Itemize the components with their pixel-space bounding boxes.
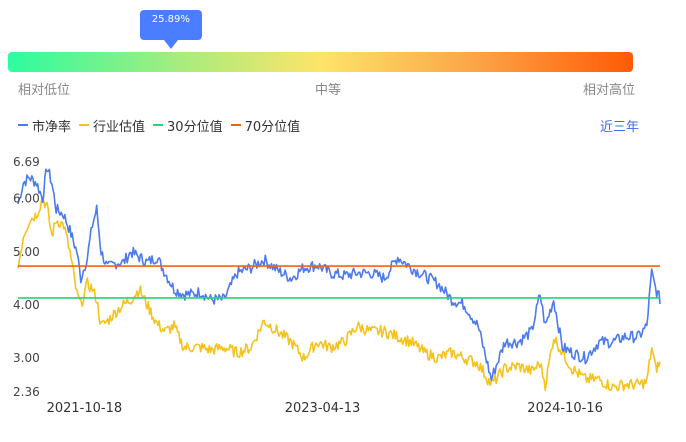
- legend-item-pb[interactable]: 市净率: [18, 116, 71, 135]
- legend-line-icon: [79, 124, 90, 126]
- y-tick-label: 3.00: [13, 351, 40, 365]
- x-tick-label: 2024-10-16: [527, 401, 603, 416]
- percentile-value: 25.89%: [151, 14, 190, 25]
- legend-label: 行业估值: [93, 119, 146, 135]
- legend-line-icon: [18, 124, 28, 126]
- percentile-gauge-bar: [8, 52, 633, 72]
- x-tick-label: 2023-04-13: [285, 401, 361, 416]
- gauge-label-low: 相对低位: [18, 83, 71, 98]
- series-line-industry: [17, 199, 661, 392]
- period-selector[interactable]: 近三年: [600, 120, 640, 135]
- legend-label: 市净率: [32, 119, 72, 135]
- y-tick-label: 6.69: [13, 155, 40, 169]
- y-tick-label: 5.00: [13, 245, 40, 259]
- x-tick-label: 2021-10-18: [47, 401, 123, 416]
- legend-item-industry[interactable]: 行业估值: [79, 116, 145, 135]
- chart-legend: 市净率 行业估值 30分位值 70分位值: [18, 115, 308, 135]
- gauge-label-high: 相对高位: [583, 83, 636, 98]
- legend-item-p70[interactable]: 70分位值: [230, 116, 301, 135]
- legend-item-p30[interactable]: 30分位值: [153, 116, 223, 135]
- percentile-tooltip: 25.89%: [139, 10, 202, 49]
- y-tick-label: 2.36: [13, 385, 40, 399]
- legend-label: 70分位值: [244, 119, 301, 135]
- legend-line-icon: [230, 124, 241, 126]
- series-line-pb: [17, 168, 661, 381]
- y-tick-label: 4.00: [13, 298, 40, 312]
- gauge-label-mid: 中等: [315, 83, 342, 98]
- y-tick-label: 6.00: [13, 192, 40, 206]
- legend-line-icon: [153, 124, 164, 126]
- legend-label: 30分位值: [167, 119, 223, 135]
